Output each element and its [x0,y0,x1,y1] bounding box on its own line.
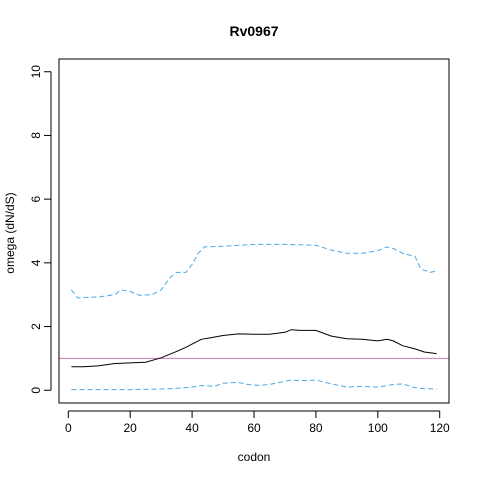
x-tick-label: 120 [430,421,450,435]
x-tick-label: 0 [65,421,72,435]
y-tick-label: 6 [29,195,43,202]
y-tick-label: 4 [29,259,43,266]
x-tick-label: 80 [309,421,323,435]
x-tick-label: 20 [124,421,138,435]
plot-frame [58,58,450,404]
x-tick-label: 100 [368,421,388,435]
x-axis-label: codon [238,450,271,464]
y-axis: 0 2 4 6 8 10 [29,65,52,394]
y-tick-label: 10 [29,65,43,79]
series-line-upper-bound [71,243,437,299]
x-tick-label: 40 [185,421,199,435]
x-tick-label: 60 [247,421,261,435]
y-tick-label: 8 [29,132,43,139]
y-axis-label: omega (dN/dS) [3,192,17,273]
series-line-lower-bound [71,379,437,391]
y-tick-label: 2 [29,323,43,330]
x-axis: 0 20 40 60 80 100 120 [65,410,450,435]
chart-title: Rv0967 [229,23,278,39]
series-line-estimate [71,329,437,368]
y-tick-label: 0 [29,387,43,394]
